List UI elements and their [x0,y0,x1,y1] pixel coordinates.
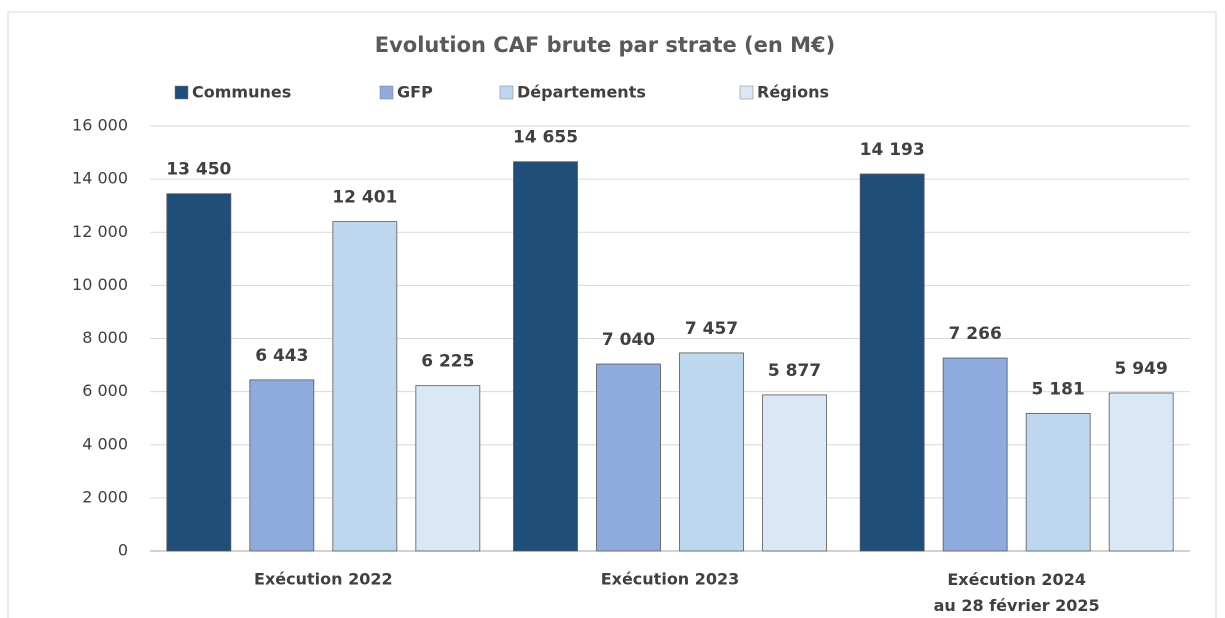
bar [596,363,661,552]
chart-title: Evolution CAF brute par strate (en M€) [375,33,836,57]
y-tick-label: 14 000 [72,169,128,188]
y-tick-label: 4 000 [82,434,128,453]
bar [942,357,1008,552]
data-label: 5 877 [768,361,821,381]
bar [332,221,398,552]
y-tick-label: 16 000 [72,116,128,135]
y-tick-label: 2 000 [82,487,128,506]
data-label: 7 457 [685,319,738,339]
bar [1025,412,1091,552]
data-label: 13 450 [166,160,231,180]
data-label: 6 225 [421,352,474,372]
x-tick-label: Exécution 2024 au 28 février 2025 [934,570,1100,615]
data-label: 14 193 [860,140,925,160]
x-tick-label: Exécution 2023 [601,570,740,589]
y-tick-label: 12 000 [72,222,128,241]
legend-label: Régions [757,83,829,102]
data-label: 5 181 [1032,379,1085,399]
data-label: 7 266 [949,324,1002,344]
legend-label: Départements [517,83,646,102]
y-tick-label: 10 000 [72,275,128,294]
legend-swatch [174,85,189,100]
bar [859,173,925,552]
bar [415,385,481,552]
x-tick-label: Exécution 2022 [254,570,393,589]
bar [762,394,827,552]
legend-swatch [379,85,394,100]
bar [513,161,578,552]
legend-swatch [499,85,514,100]
y-tick-label: 8 000 [82,328,128,347]
data-label: 5 949 [1115,359,1168,379]
bar [679,352,744,552]
y-tick-label: 0 [118,541,128,560]
data-label: 12 401 [332,188,397,208]
legend-swatch [739,85,754,100]
data-label: 7 040 [602,330,655,350]
legend-label: GFP [397,83,433,102]
bar [166,193,232,552]
bar [1108,392,1174,552]
y-tick-label: 6 000 [82,381,128,400]
legend-label: Communes [192,83,291,102]
data-label: 14 655 [513,128,578,148]
data-label: 6 443 [255,346,308,366]
bar [249,379,315,552]
chart-frame [7,11,1217,618]
